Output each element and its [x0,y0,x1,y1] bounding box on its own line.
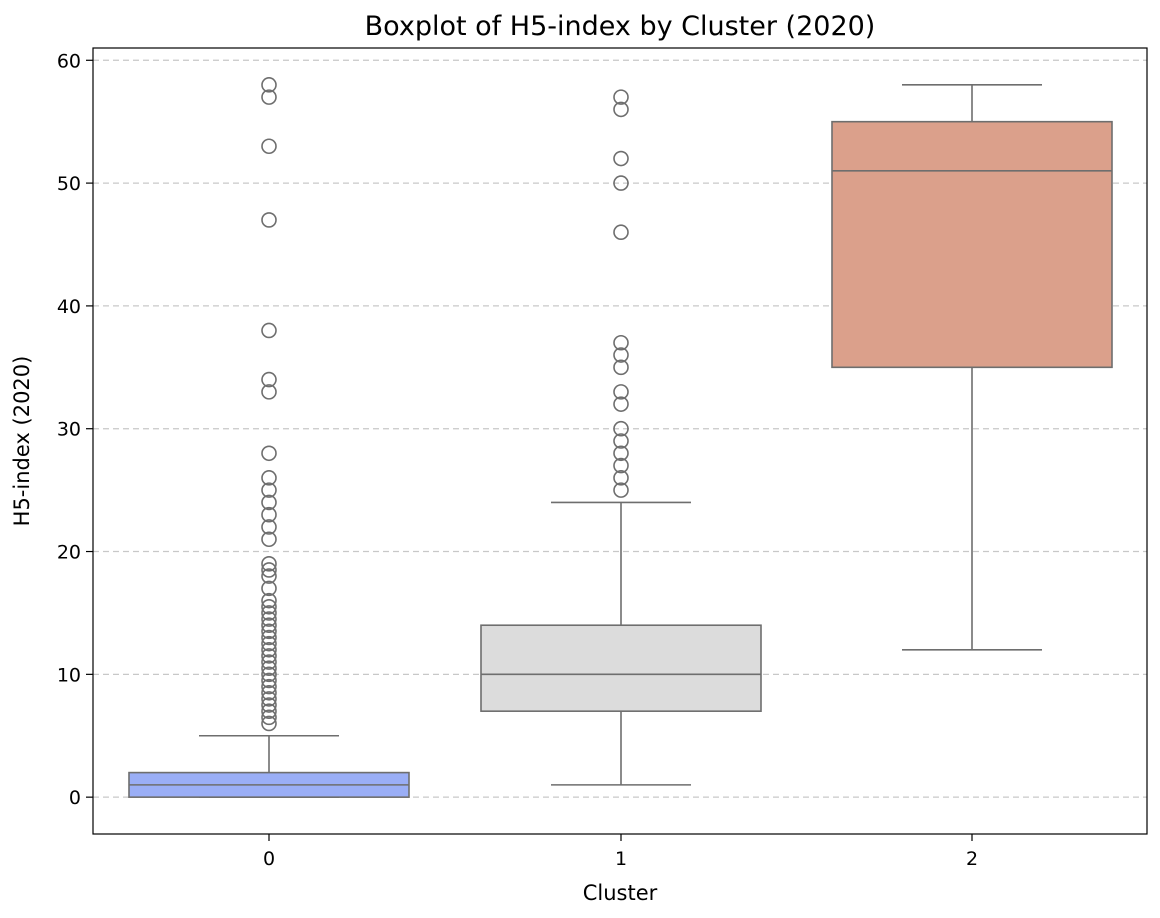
outlier-point [261,519,277,535]
outlier-point [261,598,277,615]
outlier-point [613,420,629,437]
outlier-point [261,580,277,597]
outlier-point [613,445,629,462]
outlier-point [261,605,277,621]
outlier-point [261,556,277,572]
outlier-point [613,334,629,351]
y-tick-label: 40 [57,296,81,318]
outlier-point [261,654,277,670]
outlier-point [613,150,629,167]
box-cluster-1 [480,624,762,712]
x-tick-label: 0 [263,848,275,870]
y-tick-label: 50 [57,173,81,195]
outlier-point [613,433,629,449]
x-axis-label: Cluster [583,881,658,905]
outlier-point [261,89,277,105]
outlier-point [613,457,629,474]
outlier-point [613,347,629,363]
outlier-point [261,709,277,726]
axes: 0 10 20 30 40 50 60 0 1 2 [57,50,978,870]
y-axis-label: H5-index (2020) [10,356,34,527]
outlier-point [261,531,277,548]
outlier-point [261,138,277,155]
y-tick-label: 10 [57,664,81,686]
outlier-point [613,359,629,376]
outlier-point [613,396,629,412]
outlier-point [261,691,277,707]
outliers [261,77,629,732]
outlier-point [261,617,277,634]
outlier-point [261,445,277,462]
outlier-point [261,482,277,498]
outlier-point [261,371,277,388]
outlier-point [261,562,277,578]
x-tick-label: 2 [966,848,978,870]
chart-title: Boxplot of H5-index by Cluster (2020) [365,11,876,42]
outlier-point [613,482,629,498]
outlier-point [261,635,277,652]
outlier-point [613,101,629,118]
outlier-point [613,384,629,400]
outlier-point [261,641,277,658]
y-tick-label: 0 [69,787,81,809]
outlier-point [261,703,277,719]
outlier-point [613,175,629,191]
outlier-point [261,660,277,677]
outlier-point [261,568,277,584]
outlier-point [261,506,277,523]
outlier-point [261,648,277,664]
outlier-point [261,592,277,609]
outlier-point [261,77,277,93]
outlier-point [261,623,277,640]
box-cluster-2 [831,120,1113,369]
y-tick-label: 30 [57,419,81,441]
x-tick-label: 1 [615,848,627,870]
outlier-point [261,494,277,511]
outlier-point [261,697,277,713]
y-tick-label: 60 [57,50,81,72]
boxes [128,84,1113,798]
plot-frame [92,47,1148,835]
outlier-point [261,212,277,228]
outlier-point [261,715,277,732]
outlier-point [261,384,277,400]
outlier-point [261,672,277,689]
outlier-point [261,684,277,701]
outlier-point [613,89,629,105]
outlier-point [261,611,277,627]
outlier-point [261,629,277,646]
outlier-point [261,470,277,486]
y-tick-label: 20 [57,542,81,564]
outlier-point [261,666,277,683]
outlier-point [613,470,629,486]
outlier-point [613,224,629,241]
outlier-point [261,322,277,339]
outlier-point [261,678,277,695]
